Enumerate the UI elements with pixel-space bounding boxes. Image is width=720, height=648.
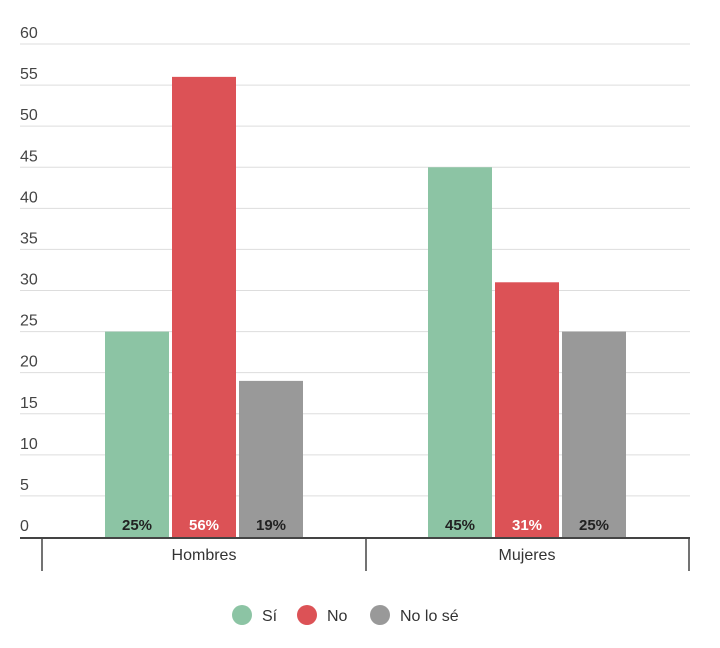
data-label: 45%	[445, 517, 475, 534]
legend-label: Sí	[262, 608, 278, 625]
bars: 25% 56% 19% 45% 31% 25%	[105, 76, 626, 537]
bar-mujeres-1	[495, 282, 559, 537]
legend-swatch	[370, 605, 390, 625]
x-category-label: Hombres	[172, 547, 237, 564]
data-label: 25%	[579, 517, 609, 534]
bar-hombres-0	[105, 331, 169, 537]
legend-label: No	[327, 608, 348, 625]
data-label: 56%	[189, 517, 219, 534]
y-tick-label: 40	[20, 189, 38, 206]
bar-mujeres-2	[562, 331, 626, 537]
y-tick-label: 5	[20, 477, 29, 494]
y-tick-label: 0	[20, 518, 29, 535]
bar-hombres-1	[172, 76, 236, 537]
y-tick-label: 15	[20, 395, 38, 412]
y-tick-label: 30	[20, 272, 38, 289]
legend-swatch	[297, 605, 317, 625]
y-tick-label: 60	[20, 25, 38, 42]
data-label: 31%	[512, 517, 542, 534]
legend-label: No lo sé	[400, 608, 459, 625]
data-label: 19%	[256, 517, 286, 534]
bar-hombres-2	[239, 380, 303, 537]
data-label: 25%	[122, 517, 152, 534]
x-category-label: Mujeres	[499, 547, 556, 564]
bar-mujeres-0	[428, 167, 492, 537]
y-tick-label: 45	[20, 148, 38, 165]
legend-swatch	[232, 605, 252, 625]
y-tick-label: 55	[20, 66, 38, 83]
y-tick-label: 35	[20, 230, 38, 247]
y-axis-ticks: 0 5 10 15 20 25 30 35 40 45 50 55 60	[20, 25, 38, 535]
y-tick-label: 50	[20, 107, 38, 124]
x-axis: Hombres Mujeres	[20, 537, 690, 571]
y-tick-label: 10	[20, 436, 38, 453]
legend: Sí No No lo sé	[232, 605, 459, 625]
y-tick-label: 25	[20, 313, 38, 330]
y-tick-label: 20	[20, 354, 38, 371]
